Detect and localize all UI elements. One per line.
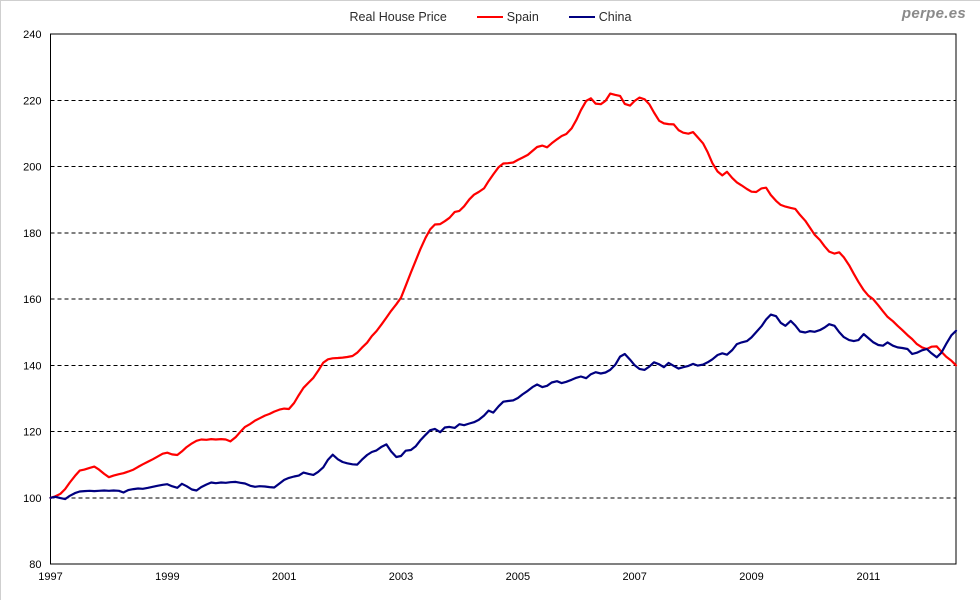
spain-line-swatch-icon [476, 16, 503, 18]
legend-label-spain: Spain [506, 10, 539, 24]
plot-border [49, 33, 957, 565]
chart-header: Real House Price Spain China [1, 7, 980, 27]
series-line-china [49, 313, 958, 501]
y-axis-tick-label: 120 [23, 427, 41, 439]
y-axis-tick-label: 80 [29, 559, 41, 571]
legend-item-spain: Spain [476, 10, 539, 24]
x-axis-tick-label: 2003 [389, 571, 413, 583]
y-axis-tick-label: 160 [23, 294, 41, 306]
x-axis-tick-label: 1997 [38, 571, 62, 583]
series-line-spain [49, 92, 958, 499]
y-axis-tick-label: 240 [23, 29, 41, 41]
x-axis-tick-label: 2009 [739, 571, 763, 583]
china-line-swatch-icon [568, 16, 595, 18]
y-axis-tick-label: 100 [23, 493, 41, 505]
y-axis-tick-label: 200 [23, 162, 41, 174]
y-axis-tick-label: 140 [23, 360, 41, 372]
chart-title: Real House Price [349, 10, 447, 24]
x-axis-tick-label: 2005 [506, 571, 530, 583]
y-axis-tick-label: 220 [23, 95, 41, 107]
legend-item-china: China [568, 10, 632, 24]
legend-label-china: China [598, 10, 632, 24]
x-axis-tick-label: 2007 [622, 571, 646, 583]
y-axis-tick-label: 180 [23, 228, 41, 240]
x-axis-tick-label: 2011 [857, 571, 881, 583]
x-axis-tick-label: 2001 [272, 571, 296, 583]
x-axis-tick-label: 1999 [155, 571, 179, 583]
watermark: perpe.es [901, 5, 966, 22]
